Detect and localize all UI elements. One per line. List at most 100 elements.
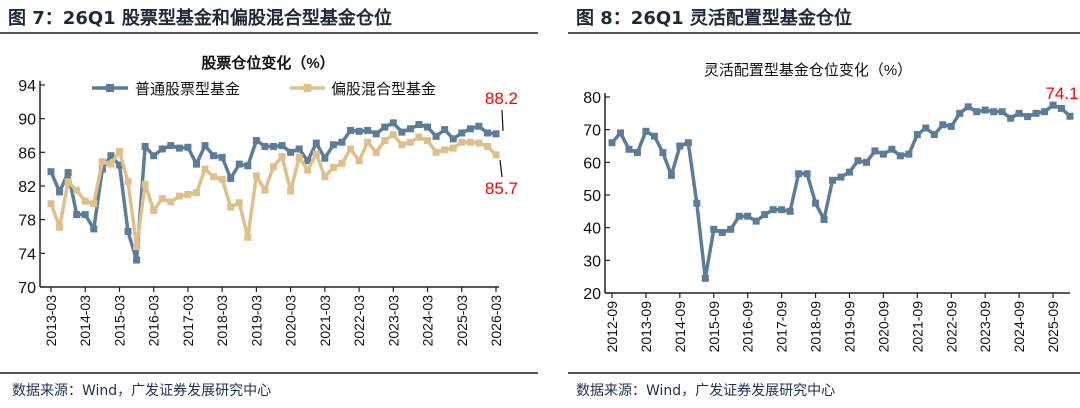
data-point — [812, 199, 820, 207]
data-point — [684, 139, 692, 147]
x-tick-label: 2023-03 — [385, 295, 401, 347]
figure-8-header: 图 8：26Q1 灵活配置型基金仓位 — [576, 8, 852, 29]
x-tick-label: 2024-03 — [420, 295, 436, 347]
header-divider — [568, 32, 1080, 34]
annotation-label: 88.2 — [485, 89, 518, 108]
data-point — [778, 206, 786, 214]
data-point — [854, 157, 862, 165]
data-point — [167, 198, 175, 206]
data-point — [201, 142, 209, 150]
data-point — [141, 142, 149, 150]
x-tick-label: 2014-09 — [672, 301, 688, 353]
data-point — [964, 103, 972, 111]
data-point — [475, 139, 483, 147]
data-point — [364, 138, 372, 146]
y-tick-label: 20 — [583, 286, 601, 303]
data-point — [64, 178, 72, 186]
x-tick-label: 2018-09 — [808, 301, 824, 353]
data-point — [735, 212, 743, 220]
data-point — [244, 162, 252, 170]
data-point — [312, 139, 320, 147]
y-tick-label: 30 — [583, 253, 601, 270]
x-tick-label: 2018-03 — [214, 295, 230, 347]
x-tick-label: 2019-03 — [248, 295, 264, 347]
data-point — [667, 171, 675, 179]
data-point — [81, 197, 89, 205]
chart-title: 股票仓位变化（%） — [201, 54, 334, 72]
data-point — [321, 154, 329, 162]
x-tick-label: 2015-03 — [111, 295, 127, 347]
data-point — [829, 176, 837, 184]
data-point — [616, 129, 624, 137]
data-point — [115, 147, 123, 155]
data-point — [81, 211, 89, 219]
annotation-label: 85.7 — [485, 179, 518, 198]
data-point — [252, 172, 260, 180]
data-point — [795, 170, 803, 178]
data-point — [261, 142, 269, 150]
data-point — [158, 145, 166, 153]
data-point — [718, 229, 726, 237]
data-point — [107, 152, 115, 160]
y-tick-label: 70 — [18, 280, 36, 297]
data-point — [998, 108, 1006, 116]
data-point — [270, 142, 277, 150]
data-point — [73, 211, 81, 219]
data-point — [227, 203, 235, 211]
y-tick-label: 80 — [583, 90, 601, 107]
x-tick-label: 2020-09 — [875, 301, 891, 353]
data-point — [167, 142, 175, 150]
data-point — [381, 123, 389, 131]
data-point — [888, 145, 896, 153]
data-point — [278, 153, 286, 161]
series-line — [610, 103, 1072, 281]
y-tick-label: 70 — [583, 123, 601, 140]
data-point — [158, 195, 166, 203]
data-point — [56, 223, 64, 231]
data-point — [449, 144, 457, 152]
data-point — [947, 122, 955, 130]
x-tick-label: 2014-03 — [77, 295, 93, 347]
source-note: 数据来源：Wind，广发证券发展研究中心 — [12, 383, 272, 399]
data-point — [398, 141, 406, 149]
data-point — [930, 131, 938, 139]
data-point — [475, 122, 483, 130]
data-point — [201, 165, 209, 173]
header-divider — [0, 32, 538, 34]
data-point — [389, 119, 397, 127]
x-tick-label: 2026-03 — [488, 295, 504, 347]
data-point — [466, 125, 474, 133]
data-point — [355, 157, 363, 165]
data-point — [398, 128, 406, 136]
data-point — [133, 243, 141, 251]
data-point — [862, 158, 870, 166]
y-tick-label: 60 — [583, 155, 601, 172]
data-point — [458, 129, 466, 137]
data-point — [922, 124, 930, 132]
data-point — [913, 131, 921, 139]
legend-marker — [303, 84, 312, 92]
data-point — [235, 199, 243, 207]
data-point — [133, 256, 141, 264]
legend-marker — [106, 84, 114, 92]
data-point — [752, 217, 760, 225]
y-tick-label: 74 — [18, 246, 36, 263]
annotation-leader — [499, 159, 503, 178]
data-point — [761, 211, 769, 219]
data-point — [115, 161, 123, 169]
data-point — [141, 180, 149, 188]
data-point — [642, 127, 650, 135]
data-point — [47, 200, 55, 208]
x-tick-label: 2013-09 — [638, 301, 654, 353]
data-point — [338, 138, 346, 146]
data-point — [449, 135, 457, 143]
x-tick-label: 2025-03 — [454, 295, 470, 347]
data-point — [424, 123, 432, 131]
data-point — [458, 138, 466, 146]
data-point — [372, 130, 380, 138]
footer-divider — [568, 372, 1080, 374]
data-point — [415, 121, 423, 129]
data-point — [278, 142, 286, 150]
x-tick-label: 2013-03 — [43, 295, 59, 347]
y-tick-label: 90 — [18, 112, 36, 129]
